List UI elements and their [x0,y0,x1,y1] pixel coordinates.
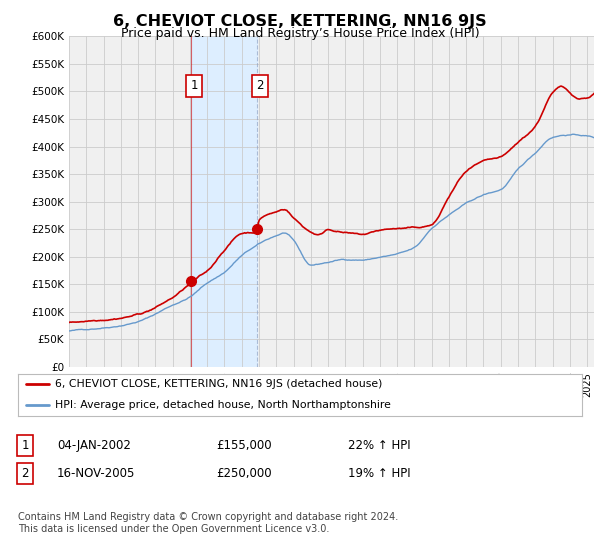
Text: 2: 2 [257,80,264,92]
Text: 2: 2 [22,466,29,480]
Text: Contains HM Land Registry data © Crown copyright and database right 2024.
This d: Contains HM Land Registry data © Crown c… [18,512,398,534]
Text: 19% ↑ HPI: 19% ↑ HPI [348,466,410,480]
Text: 22% ↑ HPI: 22% ↑ HPI [348,438,410,452]
Text: £155,000: £155,000 [216,438,272,452]
Text: 6, CHEVIOT CLOSE, KETTERING, NN16 9JS: 6, CHEVIOT CLOSE, KETTERING, NN16 9JS [113,14,487,29]
Text: 6, CHEVIOT CLOSE, KETTERING, NN16 9JS (detached house): 6, CHEVIOT CLOSE, KETTERING, NN16 9JS (d… [55,379,382,389]
Bar [191,36,257,367]
Text: HPI: Average price, detached house, North Northamptonshire: HPI: Average price, detached house, Nort… [55,400,391,410]
Text: 04-JAN-2002: 04-JAN-2002 [57,438,131,452]
Text: £250,000: £250,000 [216,466,272,480]
Text: Price paid vs. HM Land Registry’s House Price Index (HPI): Price paid vs. HM Land Registry’s House … [121,27,479,40]
Text: 1: 1 [190,80,198,92]
Text: 16-NOV-2005: 16-NOV-2005 [57,466,136,480]
Text: 1: 1 [22,438,29,452]
